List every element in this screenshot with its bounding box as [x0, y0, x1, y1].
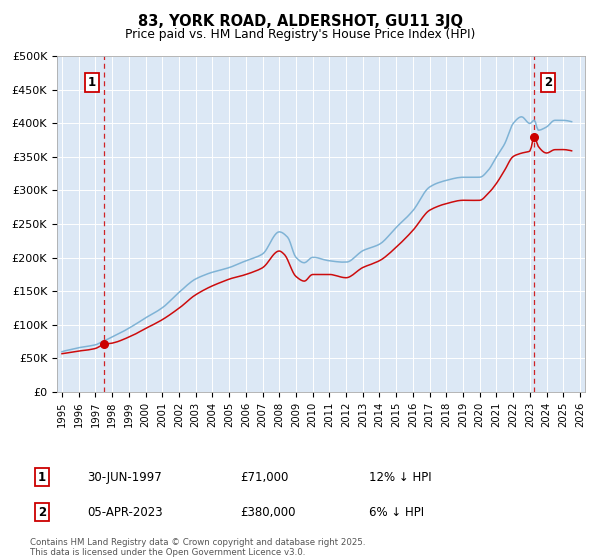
Text: £380,000: £380,000	[240, 506, 296, 519]
Text: 05-APR-2023: 05-APR-2023	[87, 506, 163, 519]
Text: 30-JUN-1997: 30-JUN-1997	[87, 470, 162, 484]
Text: 12% ↓ HPI: 12% ↓ HPI	[369, 470, 431, 484]
Text: 2: 2	[38, 506, 46, 519]
Text: 6% ↓ HPI: 6% ↓ HPI	[369, 506, 424, 519]
Text: £71,000: £71,000	[240, 470, 289, 484]
Text: 1: 1	[88, 76, 96, 90]
Text: Contains HM Land Registry data © Crown copyright and database right 2025.
This d: Contains HM Land Registry data © Crown c…	[30, 538, 365, 557]
Text: 2: 2	[544, 76, 553, 90]
Text: Price paid vs. HM Land Registry's House Price Index (HPI): Price paid vs. HM Land Registry's House …	[125, 28, 475, 41]
Text: 83, YORK ROAD, ALDERSHOT, GU11 3JQ: 83, YORK ROAD, ALDERSHOT, GU11 3JQ	[137, 14, 463, 29]
Text: 1: 1	[38, 470, 46, 484]
